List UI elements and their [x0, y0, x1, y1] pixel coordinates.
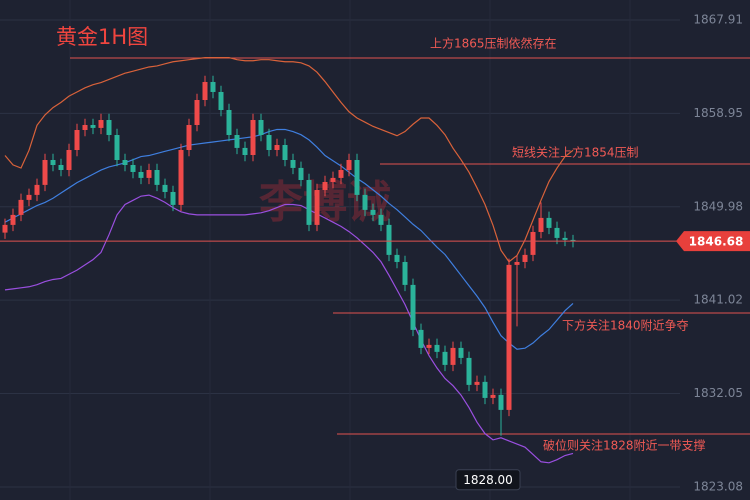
candle-body [58, 165, 64, 170]
candle-body [490, 394, 496, 398]
candle-body [50, 160, 56, 165]
candle-body [506, 264, 512, 410]
candle-body [250, 120, 256, 155]
band-line [4, 57, 574, 263]
candle-body [402, 261, 408, 285]
level-label: 下方关注1840附近争夺 [562, 318, 689, 333]
candle-body [186, 125, 192, 150]
candle-body [10, 214, 16, 225]
candle-body [482, 381, 488, 398]
candle-body [42, 160, 48, 185]
candle-body [266, 135, 272, 150]
candle-body [2, 224, 8, 233]
y-tick-label: 1841.02 [693, 293, 743, 307]
candle-body [362, 194, 368, 210]
low-marker-box [455, 469, 521, 491]
candle-body [546, 217, 552, 228]
candle-body [234, 135, 240, 148]
y-tick-label: 1849.98 [693, 199, 743, 213]
candle-body [314, 190, 320, 225]
candle-body [218, 91, 224, 110]
candle-body [130, 165, 136, 172]
level-label: 短线关注上方1854压制 [512, 144, 639, 159]
candle-body [90, 125, 96, 128]
level-label: 上方1865压制依然存在 [430, 36, 557, 51]
candle-body [18, 199, 24, 215]
candle-body [522, 254, 528, 262]
last-price-box [676, 231, 750, 252]
candle-body [306, 180, 312, 225]
candle-body [154, 170, 160, 185]
candle-body [538, 217, 544, 232]
candle-body [354, 160, 360, 195]
candle-body [434, 344, 440, 352]
candle-body [330, 177, 336, 182]
candle-body [114, 135, 120, 160]
candle-body [410, 284, 416, 330]
candle-body [370, 209, 376, 215]
candle-body [474, 381, 480, 385]
candle-body [426, 344, 432, 348]
candle-body [466, 357, 472, 385]
level-label: 破位则关注1828附近一带支撑 [543, 437, 706, 452]
candle-body [34, 184, 40, 195]
candle-body [458, 347, 464, 358]
candle-body [442, 351, 448, 365]
candle-body [290, 160, 296, 168]
candle-body [170, 191, 176, 205]
y-tick-label: 1823.08 [693, 479, 743, 493]
candle-body [242, 147, 248, 155]
candle-body [26, 194, 32, 200]
candle-body [66, 150, 72, 170]
candle-body [82, 125, 88, 130]
candle-body [74, 130, 80, 150]
candle-body [530, 231, 536, 255]
band-line [4, 128, 574, 350]
y-tick-label: 1867.91 [693, 13, 743, 27]
candle-body [194, 100, 200, 125]
candle-body [258, 120, 264, 135]
last-price-label: 1846.68 [689, 235, 744, 249]
candle-body [514, 261, 520, 265]
candle-body [498, 394, 504, 410]
candle-body [106, 120, 112, 135]
candle-body [554, 227, 560, 238]
candle-body [386, 224, 392, 255]
band-line [4, 194, 574, 464]
y-tick-label: 1832.05 [693, 386, 743, 400]
candle-body [322, 181, 328, 190]
candle-body [138, 171, 144, 178]
candle-body [282, 145, 288, 160]
candle-body [570, 239, 576, 242]
candle-body [202, 81, 208, 100]
candle-body [346, 160, 352, 170]
candle-body [394, 254, 400, 262]
candle-body [418, 329, 424, 348]
candle-body [162, 184, 168, 192]
candle-body [98, 120, 104, 128]
candle-body [178, 150, 184, 205]
candle-body [274, 145, 280, 150]
chart-title: 黄金1H图 [56, 25, 148, 49]
candle-body [562, 237, 568, 240]
candle-body [226, 110, 232, 135]
low-marker-label: 1828.00 [463, 473, 513, 487]
candle-body [210, 81, 216, 92]
candle-body [122, 160, 128, 165]
candle-body [146, 170, 152, 178]
y-tick-label: 1858.95 [693, 106, 743, 120]
bands [4, 57, 574, 464]
candle-body [298, 167, 304, 180]
candle-body [338, 170, 344, 178]
candle-body [378, 214, 384, 225]
candle-body [450, 347, 456, 365]
